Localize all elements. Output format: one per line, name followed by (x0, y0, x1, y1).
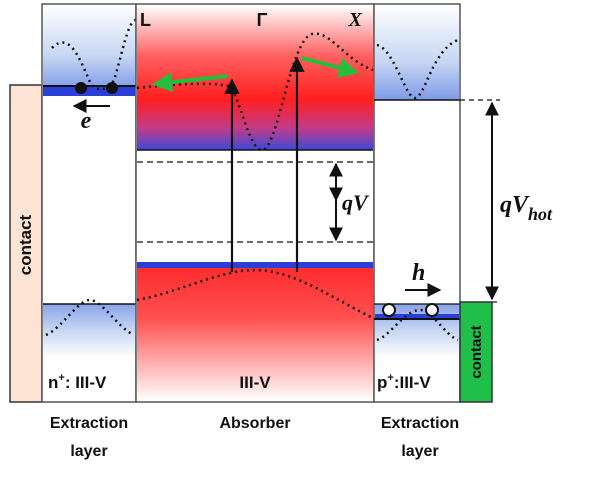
right-contact-label: contact (468, 325, 485, 378)
left-contact-block (9, 84, 43, 403)
left-contact-label: contact (16, 214, 35, 275)
left-valence-band (43, 304, 135, 358)
valley-x-label: X (348, 9, 363, 31)
n-layer-label: n+: III-V (48, 372, 107, 392)
hole-1 (382, 303, 396, 317)
absorber-valence-band (137, 264, 373, 401)
right-vb-edge (375, 314, 459, 319)
electron-label: e (81, 108, 92, 134)
caption-center: Absorber (219, 415, 290, 432)
caption-right-line2: layer (401, 443, 438, 460)
left-conduction-band (43, 5, 135, 90)
caption-left-line1: Extraction (50, 415, 128, 432)
caption-right-line1: Extraction (381, 415, 459, 432)
electron-1 (75, 82, 87, 94)
absorber-material-label: III-V (239, 373, 271, 392)
scatter-arrow-to-l (152, 72, 229, 93)
right-conduction-band (375, 5, 459, 100)
absorber-conduction-band (137, 5, 373, 150)
left-cb-dispersion (51, 18, 137, 91)
hole-2 (425, 303, 439, 317)
absorber-vb-edge (137, 262, 373, 268)
electron-2 (106, 82, 118, 94)
valley-gamma-label: Γ (257, 10, 268, 30)
right-contact-block (459, 301, 493, 403)
qvhot-label: qVhot (500, 192, 553, 224)
left-vb-dispersion (45, 298, 135, 337)
hole-label: h (412, 260, 425, 286)
caption-left-line2: layer (70, 443, 107, 460)
scatter-arrow-to-x (301, 56, 359, 78)
absorber-vb-dispersion (136, 268, 374, 320)
valley-l-label: L (140, 10, 151, 30)
p-layer-label: p+:III-V (377, 372, 431, 392)
left-cb-edge (43, 86, 135, 96)
qv-label: qV (342, 190, 370, 215)
right-cb-dispersion (376, 38, 459, 100)
